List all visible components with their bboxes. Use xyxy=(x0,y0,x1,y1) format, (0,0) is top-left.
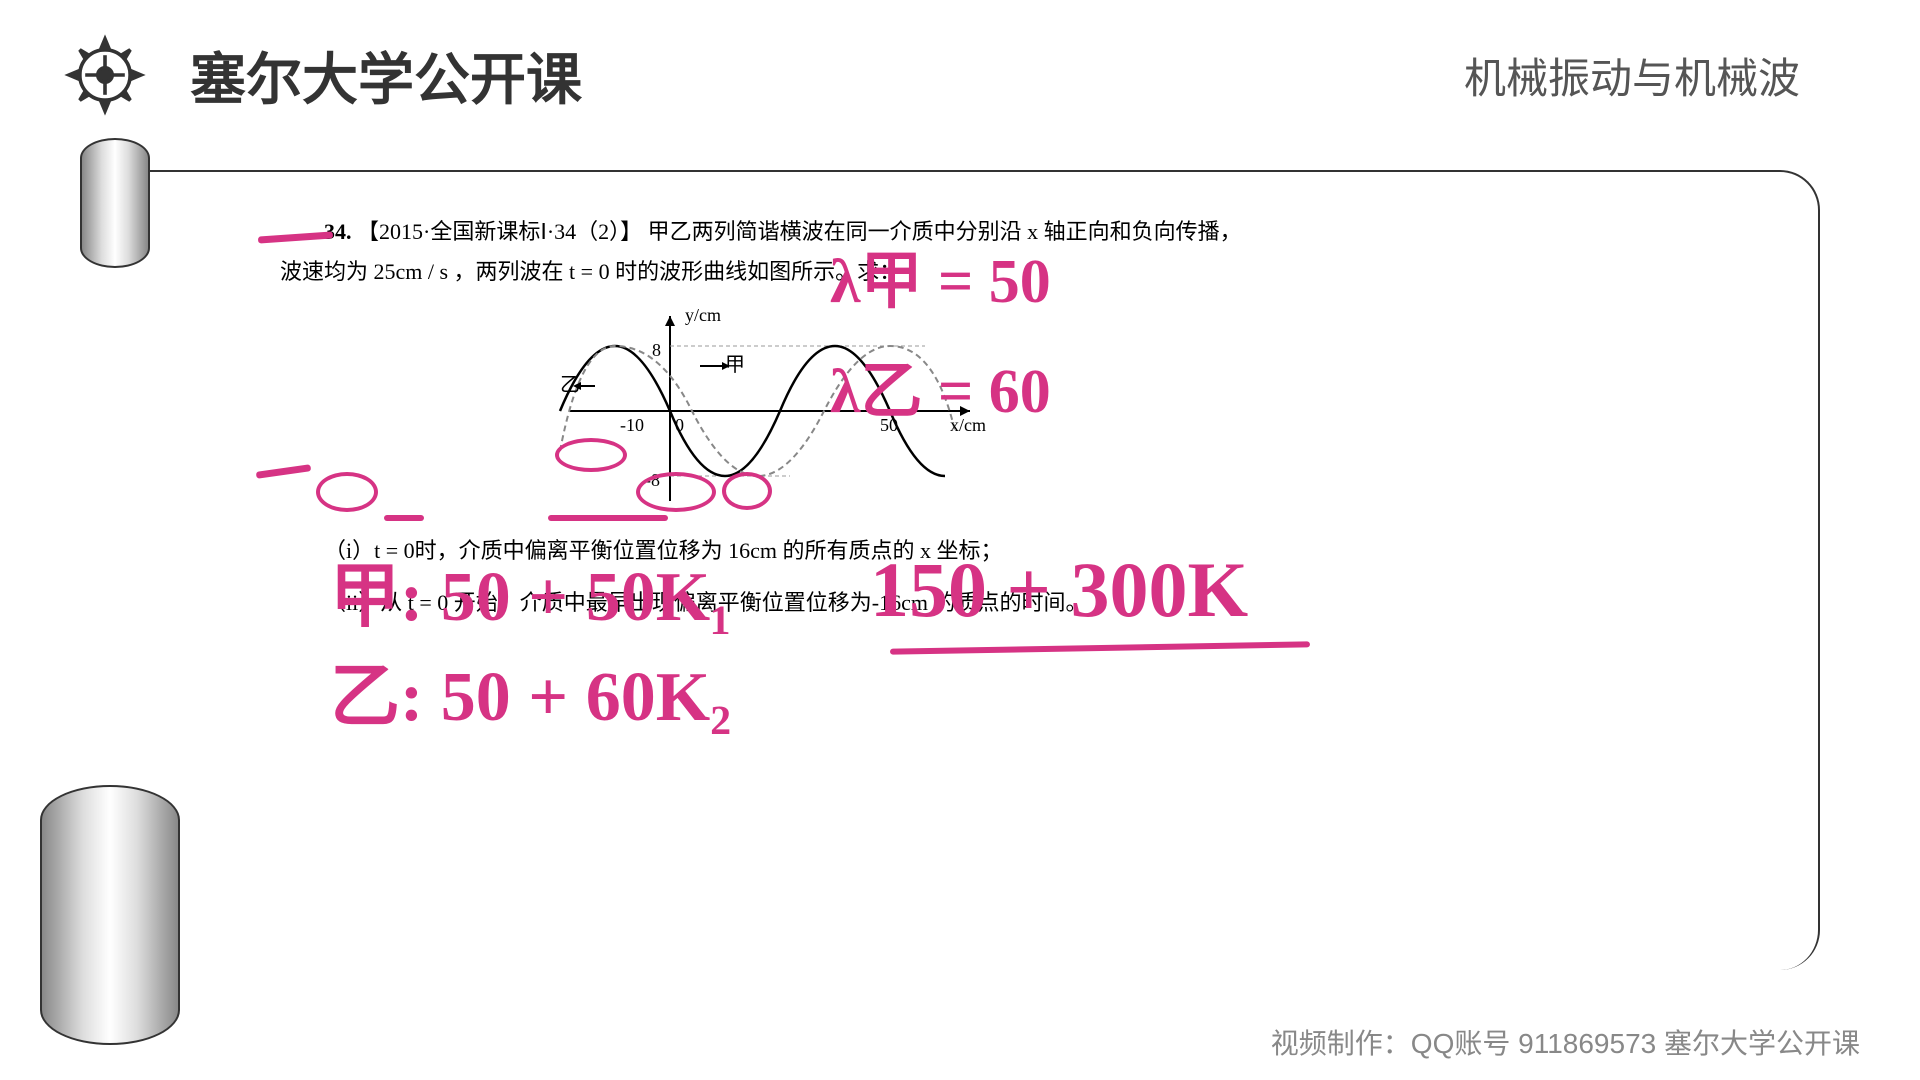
gear-logo-icon xyxy=(60,30,150,120)
scroll-roll-bottom xyxy=(40,785,180,1045)
handwriting-yi-series: 乙: 50 + 60K₂ xyxy=(330,640,731,741)
tick-mark-4 xyxy=(548,515,668,521)
footer-credit: 视频制作：QQ账号 911869573 塞尔大学公开课 xyxy=(1271,1022,1860,1062)
y-max-label: 8 xyxy=(652,340,661,360)
x-tick-2: 0 xyxy=(675,415,684,435)
y-axis-label: y/cm xyxy=(685,305,721,325)
circle-16cm xyxy=(555,438,627,472)
problem-source: 【2015·全国新课标Ⅰ·34（2）】 xyxy=(357,219,642,244)
circle-neg16cm xyxy=(636,472,716,512)
handwriting-lambda-jia: λ甲 = 50 xyxy=(830,230,1051,320)
handwriting-lambda-yi: λ乙 = 60 xyxy=(830,340,1051,430)
page-subtitle: 机械振动与机械波 xyxy=(1464,45,1800,106)
page-title: 塞尔大学公开课 xyxy=(190,35,582,116)
header: 塞尔大学公开课 机械振动与机械波 xyxy=(60,30,1860,120)
tick-mark-3 xyxy=(384,515,424,521)
x-tick-1: -10 xyxy=(620,415,644,435)
handwriting-result: 150 + 300K xyxy=(870,545,1248,635)
handwriting-jia-series: 甲: 50 + 50K₁ xyxy=(330,540,731,641)
scroll-roll-top xyxy=(80,138,150,268)
circle-point xyxy=(722,472,772,510)
circle-t0 xyxy=(316,472,378,512)
